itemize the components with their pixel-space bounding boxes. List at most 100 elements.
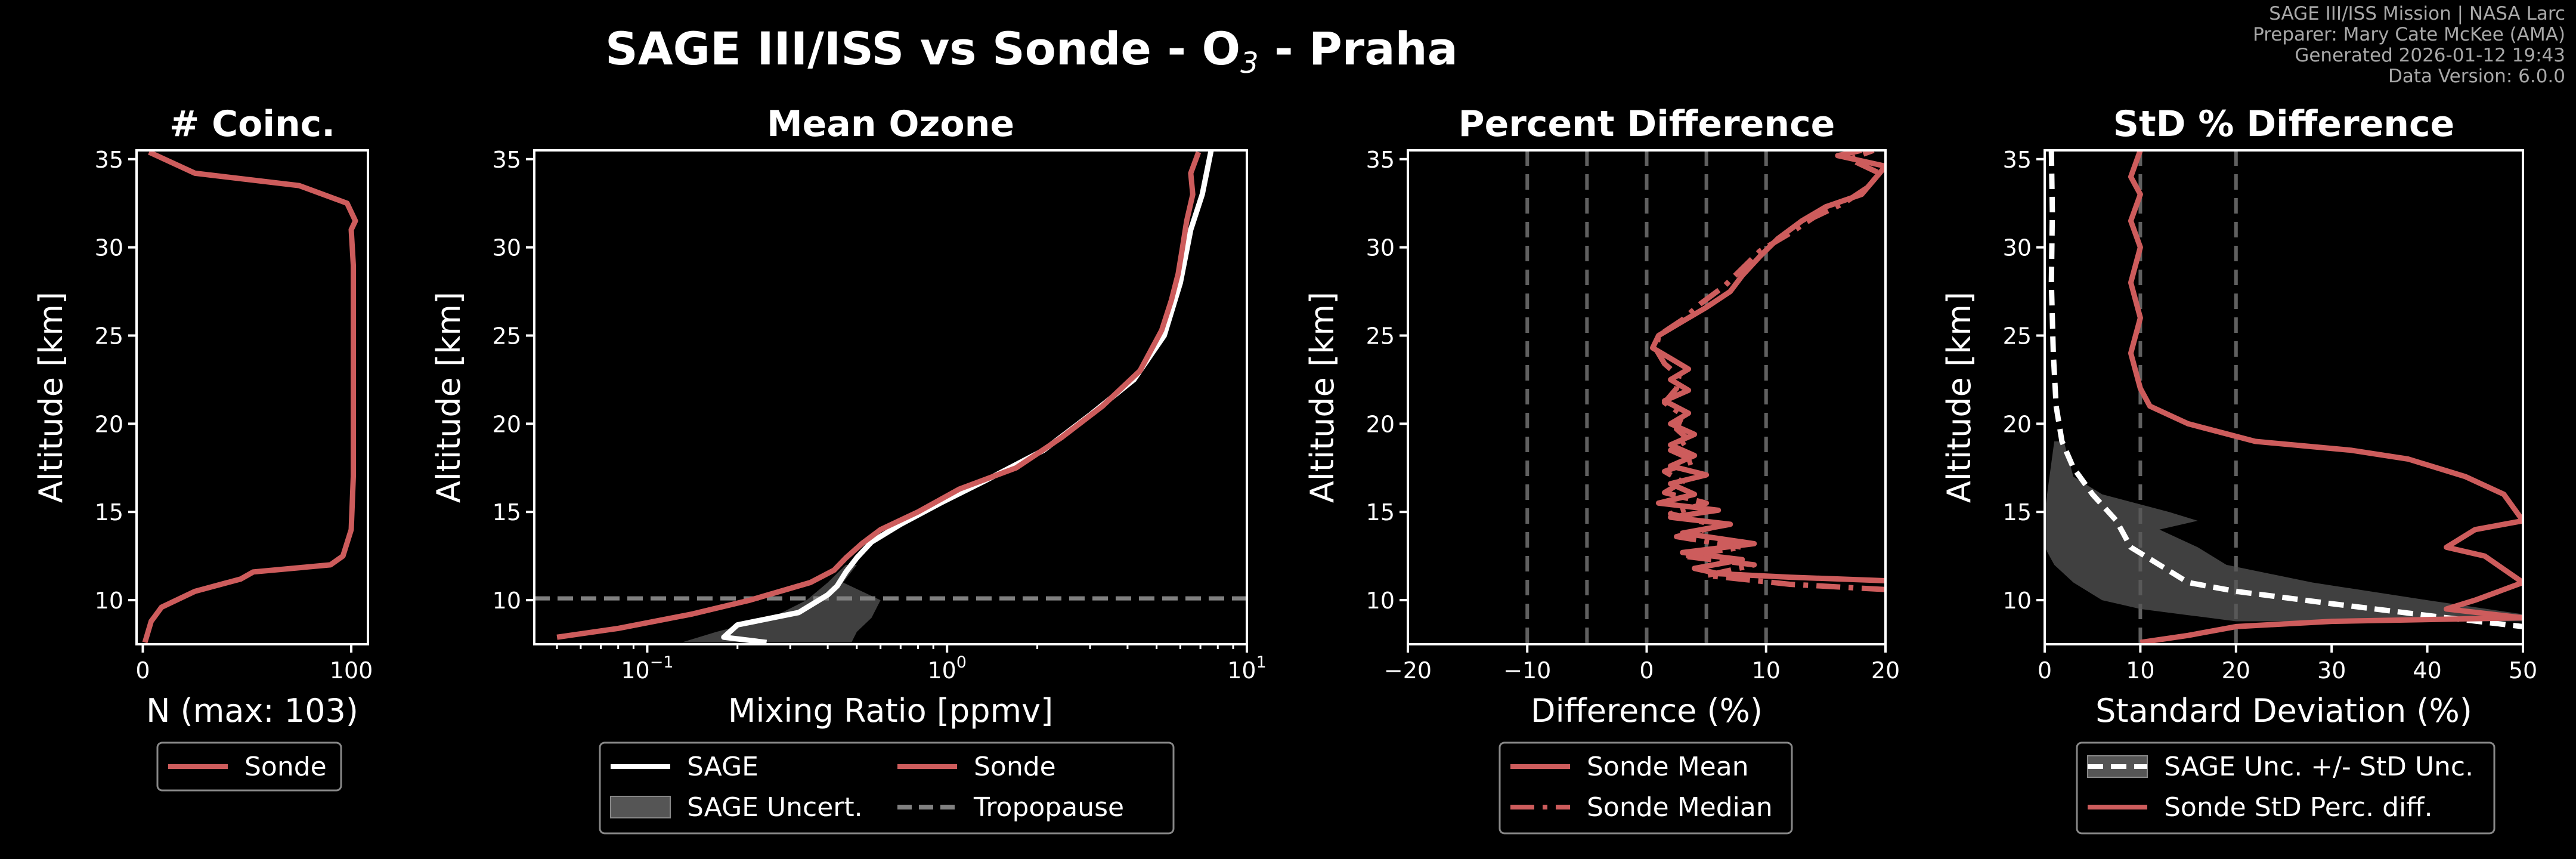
x-tick-label-base: 10 (927, 657, 956, 684)
legend: Sonde Mean Sonde Median (1498, 741, 1793, 835)
series-sage-unc-std-unc- (2048, 150, 2523, 629)
x-tick-label-base: 10 (621, 657, 649, 684)
legend-frame (599, 741, 1175, 835)
series-sonde-median (1654, 150, 1885, 592)
panel-title: # Coinc. (169, 103, 335, 145)
meta-mission: SAGE III/ISS Mission | NASA Larc (2269, 3, 2565, 24)
y-axis-label: Altitude [km] (32, 292, 70, 503)
x-tick-label: 0 (135, 657, 150, 684)
y-tick-label: 30 (1366, 235, 1395, 261)
legend-swatch-band (610, 796, 671, 818)
x-tick-label-base: 100 (330, 657, 373, 684)
y-tick-label: 20 (1366, 411, 1395, 437)
x-tick-label-base: 20 (2222, 657, 2250, 684)
series-sonde (142, 150, 358, 644)
y-tick-label: 15 (2003, 499, 2032, 526)
legend-frame (1498, 741, 1793, 835)
x-tick-label-base: 10 (1227, 657, 1256, 684)
x-tick-label-exponent: 0 (956, 653, 967, 672)
x-tick-label-base: 30 (2317, 657, 2346, 684)
y-tick-label: 10 (95, 588, 123, 614)
legend-label: Sonde Mean (1587, 752, 1749, 782)
series-sage (721, 150, 1214, 644)
panel-title: Percent Difference (1459, 103, 1835, 145)
legend-label: SAGE (687, 752, 758, 782)
panel-pctdiff: −20 −10 0 10 20 10 15 20 25 30 35 Percent Differenc… (1304, 103, 1900, 835)
y-tick-label: 10 (1366, 588, 1395, 614)
plot-area (1525, 150, 1885, 644)
legend-label: SAGE Unc. +/- StD Unc. (2164, 752, 2473, 782)
y-tick-label: 10 (493, 588, 521, 614)
y-tick-label: 25 (2003, 323, 2032, 350)
series-sonde (556, 151, 1202, 640)
y-tick-label: 35 (95, 147, 123, 173)
y-tick-label: 30 (493, 235, 521, 261)
legend: SAGE SAGE Uncert. Sonde Tropopause (599, 741, 1175, 835)
x-tick-label-base: 0 (1639, 657, 1654, 684)
y-tick-label: 15 (1366, 499, 1395, 526)
y-tick-label: 30 (2003, 235, 2032, 261)
meta-version: Data Version: 6.0.0 (2388, 66, 2565, 87)
panel-coinc: 0 100 10 15 20 25 30 35 # Coinc. N (max: 103) Alti… (32, 103, 373, 792)
meta-preparer: Preparer: Mary Cate McKee (AMA) (2253, 24, 2565, 45)
x-tick-label-base: 0 (2038, 657, 2052, 684)
y-tick-label: 10 (2003, 588, 2032, 614)
x-axis-label: Standard Deviation (%) (2095, 692, 2472, 730)
x-tick-label: 20 (1871, 657, 1900, 684)
x-tick-label-base: 40 (2413, 657, 2441, 684)
legend-label: Tropopause (973, 792, 1124, 823)
uncertainty-band (681, 564, 881, 643)
plot-area (2045, 150, 2523, 644)
y-tick-label: 25 (95, 323, 123, 350)
x-axis-label: N (max: 103) (146, 692, 358, 730)
x-tick-label-base: 50 (2509, 657, 2537, 684)
y-tick-label: 35 (493, 147, 521, 173)
x-tick-label: 20 (2222, 657, 2250, 684)
uncertainty-band (2045, 441, 2523, 622)
x-tick-label: 10 (2126, 657, 2154, 684)
x-tick-label: 10 (1752, 657, 1781, 684)
title-tail: - Praha (1259, 22, 1458, 75)
plot-area (142, 150, 358, 644)
x-tick-label: 100 (927, 653, 967, 684)
legend: SAGE Unc. +/- StD Unc. Sonde StD Perc. di… (2076, 741, 2496, 835)
legend-label: Sonde (974, 752, 1056, 782)
series-sonde-std-perc-diff- (2128, 150, 2523, 644)
y-tick-label: 20 (2003, 411, 2032, 437)
figure-title: SAGE III/ISS vs Sonde - O3 - Praha (605, 22, 1458, 80)
x-tick-label: 40 (2413, 657, 2441, 684)
axes-frame (533, 149, 1248, 645)
x-axis-label: Mixing Ratio [ppmv] (728, 692, 1053, 730)
y-tick-label: 35 (1366, 147, 1395, 173)
y-tick-label: 15 (493, 499, 521, 526)
legend-frame (156, 741, 342, 792)
x-tick-label: 100 (330, 657, 373, 684)
legend-label: SAGE Uncert. (687, 792, 863, 823)
x-axis-label: Difference (%) (1531, 692, 1763, 730)
title-main: SAGE III/ISS vs Sonde - O (605, 22, 1240, 75)
y-tick-label: 20 (95, 411, 123, 437)
axes-frame (2044, 149, 2524, 645)
y-tick-label: 25 (1366, 323, 1395, 350)
y-tick-label: 20 (493, 411, 521, 437)
legend: Sonde (156, 741, 342, 792)
x-tick-label-exponent: 1 (1256, 653, 1267, 672)
y-tick-label: 15 (95, 499, 123, 526)
y-tick-label: 30 (95, 235, 123, 261)
x-tick-label: −20 (1384, 657, 1432, 684)
legend-label: Sonde (244, 752, 327, 782)
x-tick-label-base: 20 (1871, 657, 1900, 684)
title-subscript: 3 (1240, 47, 1259, 80)
y-tick-label: 25 (493, 323, 521, 350)
x-tick-label-base: 10 (1752, 657, 1781, 684)
y-axis-label: Altitude [km] (1304, 292, 1341, 503)
x-tick-label-base: −10 (1503, 657, 1551, 684)
legend-label: Sonde StD Perc. diff. (2164, 792, 2433, 823)
x-tick-label-base: −20 (1384, 657, 1432, 684)
x-tick-label: 50 (2509, 657, 2537, 684)
x-tick-label: 0 (2038, 657, 2052, 684)
y-axis-label: Altitude [km] (430, 292, 467, 503)
